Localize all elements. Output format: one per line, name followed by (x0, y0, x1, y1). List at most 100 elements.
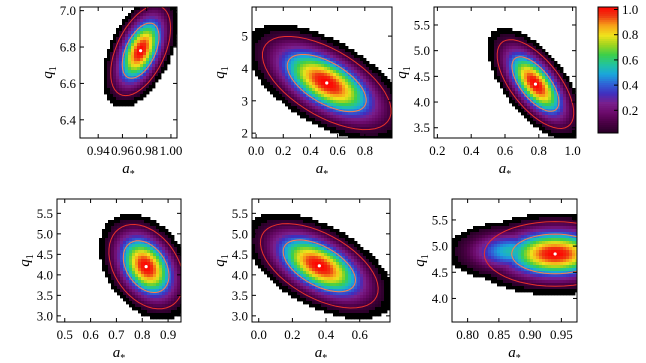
y-tick-label: 4.0 (414, 95, 430, 110)
heatmap-cells (252, 25, 392, 138)
colorbar-segment (598, 97, 618, 100)
heatmap-cells (252, 214, 390, 320)
colorbar-segment (598, 34, 618, 37)
colorbar-segment (598, 42, 618, 46)
y-axis-label: q1 (412, 254, 431, 267)
x-tick-label: 0.85 (488, 327, 511, 342)
colorbar-segment (598, 109, 618, 113)
panel-1: 0.94 0.96 0.98 1.00 6.4 6.6 6.8 7.0 a* q1 (40, 3, 182, 180)
colorbar-segment (598, 53, 618, 56)
colorbar-segment (598, 78, 618, 81)
colorbar-segment (598, 118, 618, 121)
contour-line (511, 56, 560, 112)
x-tick-label: 0.7 (108, 327, 125, 342)
colorbar-segment (598, 99, 618, 102)
y-tick-label: 6.8 (60, 40, 76, 55)
x-tick-label: 0.2 (284, 327, 300, 342)
y-axis-label: q1 (212, 66, 231, 79)
colorbar-segment (598, 126, 618, 130)
x-axis-label: a* (508, 345, 521, 363)
colorbar-segment (598, 93, 618, 96)
colorbar-segment (598, 107, 618, 111)
contour-line (122, 240, 170, 293)
y-tick-label: 5.0 (414, 43, 430, 58)
y-tick-label: 5.5 (432, 212, 448, 227)
plot-frame (79, 6, 178, 139)
y-tick-label: 5.0 (432, 239, 448, 254)
x-tick-label: 0.9 (160, 327, 176, 342)
colorbar-segment (598, 101, 618, 105)
x-tick-label: 0.6 (330, 143, 347, 158)
colorbar-segment (598, 95, 618, 98)
colorbar-segment (598, 13, 618, 16)
colorbar-segment (598, 40, 618, 44)
x-tick-label: 0.0 (248, 143, 264, 158)
colorbar-segment (598, 23, 618, 27)
colorbar-segment (598, 116, 618, 119)
y-tick-label: 4.5 (432, 265, 448, 280)
colorbar-segment (598, 15, 618, 18)
colorbar-segment (598, 36, 618, 39)
y-tick-label: 3.5 (232, 288, 248, 303)
y-axis-label: q1 (394, 66, 413, 79)
y-tick-label: 4.5 (232, 247, 248, 262)
y-axis-label: q1 (17, 254, 36, 267)
y-tick-label: 3.5 (414, 120, 430, 135)
panel-5: 0.0 0.2 0.4 0.6 3.0 3.5 4.0 4.5 5.0 5.5 a* q1 (212, 198, 391, 363)
colorbar-segment (598, 124, 618, 128)
contour-line (121, 22, 160, 79)
plot-frame (251, 198, 391, 323)
peak-marker (139, 49, 143, 53)
x-tick-label: 0.2 (429, 143, 445, 158)
x-tick-label: 0.4 (302, 143, 319, 158)
colorbar-segment (598, 63, 618, 67)
colorbar-segment (598, 74, 618, 77)
contour-line (262, 36, 392, 131)
colorbar-segment (598, 25, 618, 29)
colorbar-segment (598, 9, 618, 12)
colorbar-tick-label: 0.4 (622, 78, 639, 93)
contour-line (286, 54, 367, 113)
colorbar-tick-label: 0.2 (622, 103, 638, 118)
colorbar-segment (598, 84, 618, 88)
y-tick-label: 5.5 (414, 17, 430, 32)
x-tick-label: 0.5 (57, 327, 73, 342)
x-tick-label: 1.0 (564, 143, 580, 158)
y-tick-label: 3.0 (232, 308, 248, 323)
colorbar-segment (598, 28, 618, 31)
y-tick-label: 5.0 (232, 226, 248, 241)
colorbar-tick-label: 0.6 (622, 52, 639, 67)
colorbar-segment (598, 51, 618, 54)
colorbar-segment (598, 103, 618, 107)
y-axis-label: q1 (40, 66, 59, 79)
x-tick-label: 0.98 (135, 143, 158, 158)
colorbar-segment (598, 130, 618, 134)
colorbar-segment (598, 80, 618, 84)
colorbar-segment (598, 21, 618, 25)
x-tick-label: 0.4 (318, 327, 335, 342)
x-tick-label: 0.94 (87, 143, 110, 158)
contour-line (282, 239, 357, 293)
colorbar-segment (598, 11, 618, 14)
peak-marker (553, 252, 557, 256)
colorbar-segment (598, 38, 618, 42)
y-tick-label: 4.0 (232, 267, 248, 282)
x-tick-label: 0.2 (275, 143, 291, 158)
y-tick-label: 5 (242, 29, 249, 44)
colorbar-segment (598, 46, 618, 50)
plot-frame (451, 198, 578, 323)
x-axis-label: a* (122, 161, 135, 180)
peak-marker (317, 264, 321, 268)
panel-4: 0.5 0.6 0.7 0.8 0.9 3.0 3.5 4.0 4.5 5.0 5.5 a* q1 (17, 198, 182, 363)
contour-line (496, 39, 575, 130)
colorbar-segment (598, 7, 618, 10)
x-axis-label: a* (113, 345, 126, 363)
y-tick-label: 2 (242, 126, 249, 141)
x-tick-label: 0.6 (352, 327, 369, 342)
y-tick-label: 4 (242, 61, 249, 76)
heatmap-cells (452, 214, 577, 296)
contour-line (259, 223, 379, 309)
colorbar-segment (598, 55, 618, 58)
heatmap-cells (104, 7, 177, 107)
x-tick-label: 0.0 (251, 327, 267, 342)
